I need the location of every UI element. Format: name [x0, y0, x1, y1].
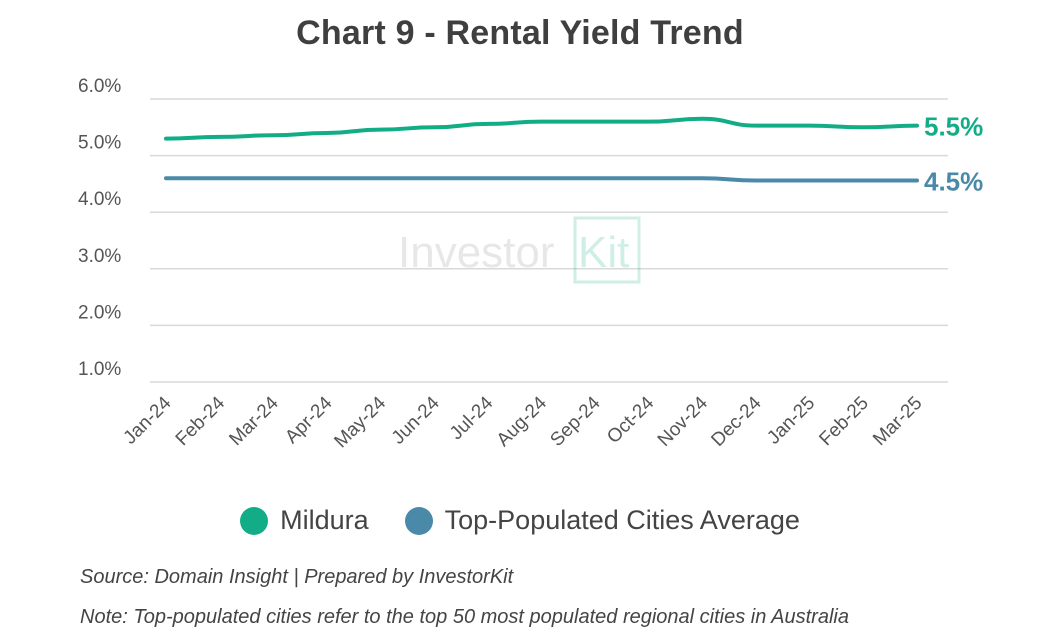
- y-tick-label: 4.0%: [78, 189, 121, 210]
- x-tick-label: Jun-24: [388, 392, 444, 448]
- source-note: Source: Domain Insight | Prepared by Inv…: [80, 566, 514, 588]
- y-tick-label: 5.0%: [78, 133, 121, 154]
- legend-label-cities-average: Top-Populated Cities Average: [444, 505, 800, 535]
- grid-lines: [150, 98, 948, 383]
- line-chart: 1.0% 2.0% 3.0% 4.0% 5.0% 6.0% Investor Kit Ja…: [78, 76, 983, 452]
- series-line-cities-average: [164, 176, 919, 183]
- x-tick-label: May-24: [330, 392, 390, 452]
- y-tick-label: 3.0%: [78, 246, 121, 267]
- x-tick-label: Jan-25: [763, 393, 819, 449]
- footnote: Note: Top-populated cities refer to the …: [80, 606, 849, 628]
- legend: Mildura Top-Populated Cities Average: [0, 505, 1040, 536]
- x-tick-label: Nov-24: [654, 392, 712, 450]
- x-tick-label: Dec-24: [707, 392, 765, 450]
- x-tick-label: Apr-24: [281, 392, 336, 447]
- svg-text:Investor: Investor: [398, 228, 555, 277]
- x-tick-label: Feb-24: [172, 392, 230, 450]
- legend-swatch-mildura: [240, 506, 269, 535]
- x-tick-label: Jul-24: [446, 392, 498, 444]
- end-label-cities-average: 4.5%: [924, 167, 983, 197]
- x-tick-label: Mar-25: [869, 393, 926, 450]
- legend-label-mildura: Mildura: [280, 505, 369, 535]
- x-tick-label: Mar-24: [225, 392, 283, 450]
- chart-title: Chart 9 - Rental Yield Trend: [296, 14, 744, 52]
- x-tick-label: Aug-24: [493, 392, 551, 450]
- svg-text:Kit: Kit: [578, 228, 629, 277]
- x-tick-label: Jan-24: [120, 392, 176, 448]
- legend-item-mildura[interactable]: Mildura: [240, 505, 369, 536]
- end-labels: 5.5% 4.5%: [924, 112, 983, 197]
- investorkit-watermark-logo: Investor Kit: [398, 216, 641, 284]
- series-lines: [164, 116, 919, 183]
- y-axis-ticks: 1.0% 2.0% 3.0% 4.0% 5.0% 6.0%: [78, 76, 121, 380]
- y-tick-label: 6.0%: [78, 76, 121, 97]
- series-line-mildura: [164, 116, 919, 141]
- y-tick-label: 2.0%: [78, 302, 121, 323]
- x-tick-label: Feb-25: [815, 393, 872, 450]
- x-tick-label: Oct-24: [603, 392, 658, 447]
- end-label-mildura: 5.5%: [924, 112, 983, 142]
- x-tick-label: Sep-24: [546, 392, 604, 450]
- legend-item-cities-average[interactable]: Top-Populated Cities Average: [404, 505, 800, 536]
- y-tick-label: 1.0%: [78, 359, 121, 380]
- legend-swatch-cities-average: [404, 506, 433, 535]
